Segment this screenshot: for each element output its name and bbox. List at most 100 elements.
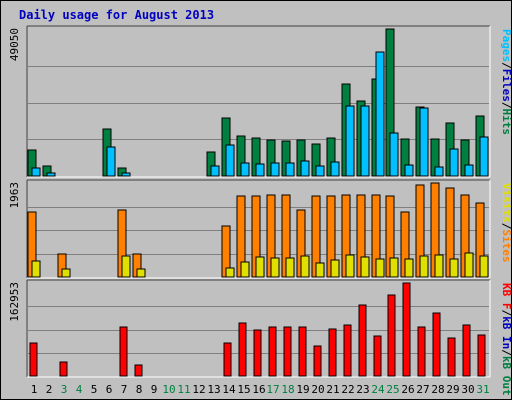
- x-tick-label: 30: [461, 383, 474, 396]
- panel-hits: 49050 Pages/Files/Hits: [8, 25, 512, 178]
- legend-entry: /: [500, 62, 512, 69]
- bar-pages-21: [330, 161, 340, 177]
- bar-kb-f-22: [343, 324, 352, 377]
- bar-visits-22: [345, 254, 355, 278]
- bar-kb-f-8: [134, 364, 143, 377]
- bar-kb-f-3: [59, 361, 68, 377]
- bar-visits-18: [285, 257, 295, 278]
- bar-pages-6: [106, 146, 116, 177]
- x-tick-label: 31: [476, 383, 489, 396]
- bar-kb-f-21: [328, 328, 337, 377]
- x-tick-label: 24: [371, 383, 385, 396]
- panel-max-label: 1963: [8, 182, 21, 209]
- bar-visits-28: [434, 254, 444, 278]
- bar-visits-19: [300, 255, 310, 278]
- panel-visits: 1963 Visits/Sites: [8, 179, 512, 279]
- bar-kb-f-25: [387, 294, 396, 377]
- x-tick-label: 28: [431, 383, 444, 396]
- x-tick-label: 20: [311, 383, 324, 396]
- bar-kb-f-15: [238, 322, 247, 377]
- x-tick-label: 14: [222, 383, 236, 396]
- legend-entry: Sites: [500, 229, 512, 262]
- bar-pages-26: [404, 164, 414, 177]
- x-tick-label: 21: [326, 383, 339, 396]
- legend-entry: Pages: [500, 29, 512, 62]
- bar-kb-f-7: [119, 326, 128, 377]
- x-tick-label: 11: [177, 383, 190, 396]
- panel-kb: 162953 KB F/kB In/kB Out: [8, 279, 512, 396]
- bar-pages-19: [300, 160, 310, 177]
- bar-visits-16: [255, 256, 265, 278]
- bar-kb-f-30: [462, 324, 471, 377]
- bar-kb-f-31: [477, 334, 486, 377]
- legend-entry: Hits: [500, 109, 512, 136]
- legend-entry: /: [500, 310, 512, 317]
- bar-visits-3: [61, 268, 71, 278]
- legend-entry: Files: [500, 69, 512, 102]
- x-tick-label: 27: [416, 383, 429, 396]
- bar-visits-1: [31, 260, 41, 278]
- x-tick-label: 2: [46, 383, 53, 396]
- legend-entry: /: [500, 349, 512, 356]
- bar-pages-7: [121, 172, 131, 177]
- bar-pages-28: [434, 166, 444, 177]
- x-tick-label: 3: [61, 383, 68, 396]
- panel-max-label: 49050: [8, 28, 21, 61]
- bar-kb-f-14: [223, 342, 232, 377]
- x-tick-label: 19: [296, 383, 309, 396]
- bar-visits-17: [270, 257, 280, 278]
- x-tick-label: 29: [446, 383, 459, 396]
- bar-kb-f-24: [373, 335, 382, 377]
- panel-legend: Pages/Files/Hits: [500, 29, 512, 135]
- bar-visits-7: [121, 255, 131, 278]
- bar-pages-1: [31, 167, 41, 177]
- x-tick-label: 7: [121, 383, 128, 396]
- bar-kb-f-23: [358, 304, 367, 377]
- bar-kb-f-1: [29, 342, 38, 377]
- bar-pages-17: [270, 162, 280, 177]
- x-tick-label: 16: [252, 383, 265, 396]
- bar-visits-25: [389, 257, 399, 278]
- legend-entry: /: [500, 102, 512, 109]
- bar-pages-2: [46, 172, 56, 177]
- legend-entry: kB In: [500, 316, 512, 349]
- bar-kb-f-18: [283, 326, 292, 377]
- bar-visits-14: [225, 267, 235, 278]
- x-tick-label: 8: [136, 383, 143, 396]
- panel-max-label: 162953: [8, 282, 21, 322]
- bar-pages-25: [389, 132, 399, 177]
- legend-entry: Visits: [500, 183, 512, 223]
- x-tick-label: 22: [341, 383, 354, 396]
- bar-pages-22: [345, 105, 355, 177]
- x-tick-label: 23: [356, 383, 369, 396]
- bar-visits-31: [479, 255, 489, 278]
- chart-title: Daily usage for August 2013: [19, 8, 214, 22]
- bar-visits-8: [136, 268, 146, 278]
- bar-pages-13: [210, 165, 220, 177]
- x-tick-label: 12: [192, 383, 205, 396]
- x-tick-label: 4: [76, 383, 83, 396]
- x-tick-label: 9: [151, 383, 158, 396]
- x-axis-labels: 1 2 3 4 5 6 7 8 9 10 11 12 13 14 15 16 17 18 19 20 21 22 23 24 2…: [31, 383, 490, 396]
- bar-kb-f-19: [298, 326, 307, 377]
- x-tick-label: 1: [31, 383, 38, 396]
- bar-visits-26: [404, 258, 414, 278]
- x-tick-label: 13: [207, 383, 220, 396]
- bar-pages-15: [240, 162, 250, 177]
- x-tick-label: 6: [106, 383, 113, 396]
- x-tick-label: 26: [401, 383, 414, 396]
- legend-entry: KB F: [500, 283, 512, 310]
- bar-kb-f-29: [447, 337, 456, 377]
- bar-pages-20: [315, 165, 325, 177]
- bar-visits-15: [240, 261, 250, 278]
- legend-entry: /: [500, 223, 512, 230]
- bar-visits-23: [360, 256, 370, 278]
- panel-legend: Visits/Sites: [500, 183, 512, 263]
- bar-visits-21: [330, 259, 340, 278]
- bar-kb-f-20: [313, 345, 322, 377]
- x-tick-label: 25: [386, 383, 399, 396]
- bar-visits-24: [375, 258, 385, 278]
